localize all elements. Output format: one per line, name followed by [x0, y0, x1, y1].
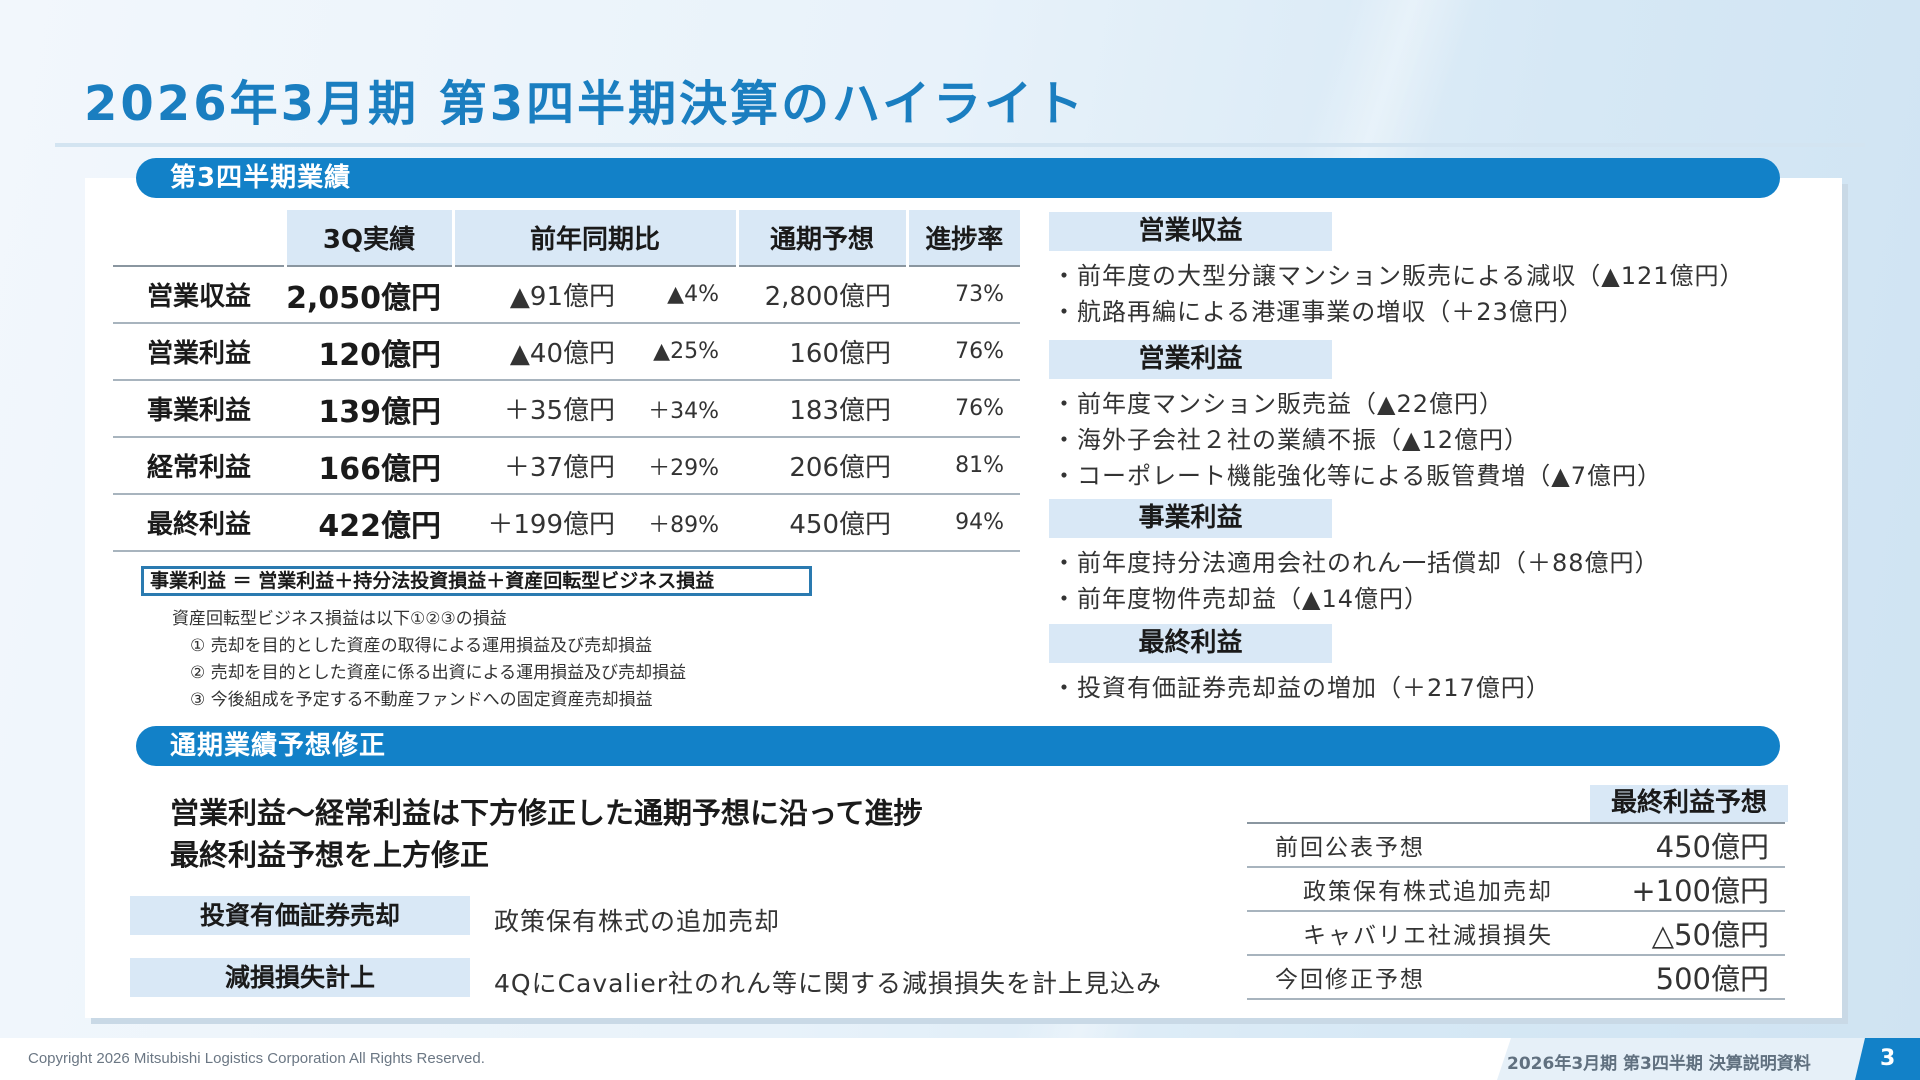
row-label: キャバリエ社減損損失 [1247, 911, 1606, 956]
progress-rate: 81% [907, 437, 1020, 495]
actual-value: 422億円 [285, 494, 453, 552]
factor-item: ・海外子会社２社の業績不振（▲12億円） [1052, 426, 1529, 454]
factor-label-operating-profit: 営業利益 [1049, 340, 1332, 379]
row-label: 営業利益 [113, 323, 285, 381]
header-full-year-forecast: 通期予想 [735, 210, 907, 267]
yoy-percent: ＋89% [623, 494, 737, 552]
header-blank [113, 210, 285, 267]
forecast-value: 183億円 [737, 380, 907, 438]
table-row: 営業利益 120億円 ▲40億円 ▲25% 160億円 76% [113, 323, 1020, 381]
notes-item: ③ 今後組成を予定する不動産ファンドへの固定資産売却損益 [190, 690, 653, 710]
actual-value: 166億円 [285, 437, 453, 495]
table-row: 最終利益 422億円 ＋199億円 ＋89% 450億円 94% [113, 494, 1020, 552]
section-header-quarterly-results: 第3四半期業績 [136, 158, 1780, 198]
actual-value: 120億円 [285, 323, 453, 381]
document-name-box [1497, 1038, 1877, 1080]
row-value: 450億円 [1605, 823, 1785, 868]
row-label: 営業収益 [113, 266, 285, 324]
factor-item: ・前年度の大型分譲マンション販売による減収（▲121億円） [1052, 262, 1745, 290]
business-profit-formula: 事業利益 ＝ 営業利益＋持分法投資損益＋資産回転型ビジネス損益 [141, 566, 812, 596]
forecast-value: 206億円 [737, 437, 907, 495]
yoy-percent: ▲4% [623, 266, 737, 324]
factor-label-business-profit: 事業利益 [1049, 499, 1332, 538]
header-3q-actual: 3Q実績 [283, 210, 453, 267]
reason-label-impairment: 減損損失計上 [130, 958, 470, 997]
notes-item: ② 売却を目的とした資産に係る出資による運用損益及び売却損益 [190, 663, 687, 683]
table-row: 前回公表予想 450億円 [1247, 823, 1785, 868]
progress-rate: 73% [907, 266, 1020, 324]
page-number: 3 [1880, 1046, 1896, 1071]
progress-rate: 76% [907, 323, 1020, 381]
actual-value: 139億円 [285, 380, 453, 438]
yoy-percent: ＋34% [623, 380, 737, 438]
table-row: 営業収益 2,050億円 ▲91億円 ▲4% 2,800億円 73% [113, 266, 1020, 324]
headline-line: 営業利益～経常利益は下方修正した通期予想に沿って進捗 [170, 796, 923, 830]
reason-desc: 政策保有株式の追加売却 [494, 907, 781, 936]
progress-rate: 94% [907, 494, 1020, 552]
row-label: 最終利益 [113, 494, 285, 552]
factor-label-net-income: 最終利益 [1049, 624, 1332, 663]
yoy-amount: ＋37億円 [453, 437, 623, 495]
table-row: 事業利益 139億円 ＋35億円 ＋34% 183億円 76% [113, 380, 1020, 438]
row-label: 経常利益 [113, 437, 285, 495]
table-row: 今回修正予想 500億円 [1247, 955, 1785, 1000]
row-label: 政策保有株式追加売却 [1247, 867, 1606, 912]
asset-turnover-notes: 資産回転型ビジネス損益は以下①②③の損益 ① 売却を目的とした資産の取得による運… [172, 606, 686, 714]
actual-value: 2,050億円 [285, 266, 453, 324]
factor-item: ・前年度持分法適用会社のれん一括償却（＋88億円） [1052, 549, 1660, 577]
table-row: キャバリエ社減損損失 △50億円 [1247, 911, 1785, 956]
row-label: 事業利益 [113, 380, 285, 438]
copyright-text: Copyright 2026 Mitsubishi Logistics Corp… [28, 1050, 485, 1067]
net-income-forecast-table: 前回公表予想 450億円 政策保有株式追加売却 +100億円 キャバリエ社減損損… [1247, 822, 1785, 1000]
section-header-forecast-revision: 通期業績予想修正 [136, 726, 1780, 766]
row-label: 前回公表予想 [1247, 823, 1606, 868]
yoy-percent: ▲25% [623, 323, 737, 381]
yoy-amount: ＋35億円 [453, 380, 623, 438]
table-header-row: 3Q実績 前年同期比 通期予想 進捗率 [113, 210, 1020, 267]
page-number-box [1855, 1038, 1920, 1080]
header-yoy: 前年同期比 [451, 210, 737, 267]
quarterly-results-table: 3Q実績 前年同期比 通期予想 進捗率 営業収益 2,050億円 ▲91億円 ▲… [113, 210, 1020, 552]
headline-line: 最終利益予想を上方修正 [170, 838, 490, 872]
factor-label-revenue: 営業収益 [1049, 212, 1332, 251]
progress-rate: 76% [907, 380, 1020, 438]
table-row: 経常利益 166億円 ＋37億円 ＋29% 206億円 81% [113, 437, 1020, 495]
forecast-value: 450億円 [737, 494, 907, 552]
reason-label-securities-sale: 投資有価証券売却 [130, 896, 470, 935]
forecast-value: 2,800億円 [737, 266, 907, 324]
row-value: △50億円 [1605, 911, 1785, 956]
table-row: 政策保有株式追加売却 +100億円 [1247, 867, 1785, 912]
reason-desc: 4QにCavalier社のれん等に関する減損損失を計上見込み [494, 969, 1163, 998]
forecast-value: 160億円 [737, 323, 907, 381]
header-progress: 進捗率 [905, 210, 1020, 267]
yoy-amount: ＋199億円 [453, 494, 623, 552]
factor-item: ・前年度マンション販売益（▲22億円） [1052, 390, 1504, 418]
notes-intro: 資産回転型ビジネス損益は以下①②③の損益 [172, 609, 507, 629]
row-value: +100億円 [1605, 867, 1785, 912]
yoy-amount: ▲40億円 [453, 323, 623, 381]
factor-item: ・航路再編による港運事業の増収（＋23億円） [1052, 298, 1584, 326]
notes-item: ① 売却を目的とした資産の取得による運用損益及び売却損益 [190, 636, 653, 656]
row-value: 500億円 [1605, 955, 1785, 1000]
factor-item: ・投資有価証券売却益の増加（＋217億円） [1052, 674, 1551, 702]
row-label: 今回修正予想 [1247, 955, 1606, 1000]
factor-item: ・コーポレート機能強化等による販管費増（▲7億円） [1052, 462, 1663, 490]
yoy-amount: ▲91億円 [453, 266, 623, 324]
net-income-forecast-header: 最終利益予想 [1590, 785, 1788, 822]
revision-headline: 営業利益～経常利益は下方修正した通期予想に沿って進捗 最終利益予想を上方修正 [170, 792, 923, 876]
title-divider [55, 143, 1865, 147]
factor-item: ・前年度物件売却益（▲14億円） [1052, 585, 1429, 613]
yoy-percent: ＋29% [623, 437, 737, 495]
page-title: 2026年3月期 第3四半期決算のハイライト [84, 76, 1087, 132]
document-name: 2026年3月期 第3四半期 決算説明資料 [1507, 1054, 1811, 1074]
